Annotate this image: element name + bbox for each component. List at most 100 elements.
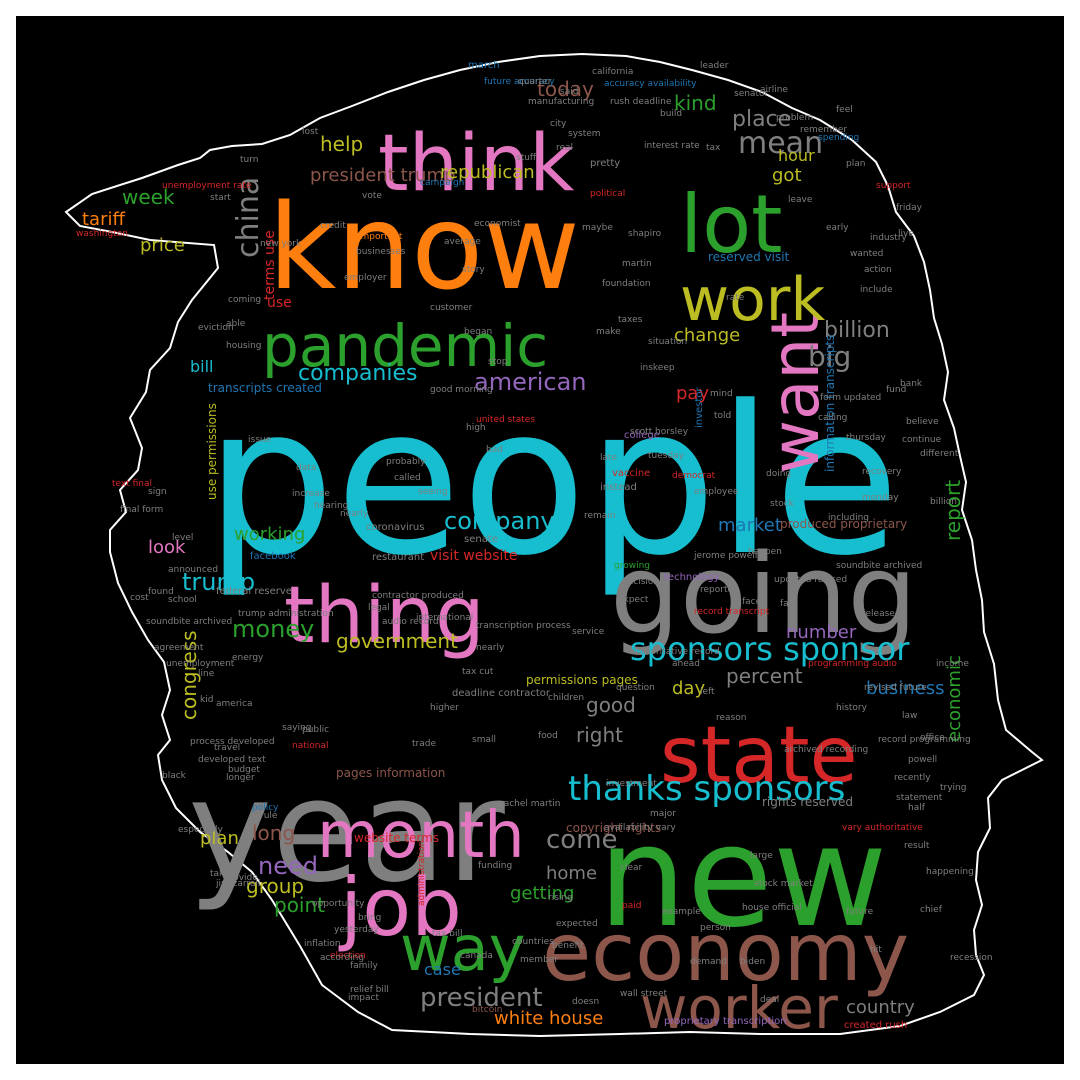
cloud-word: rising (548, 893, 573, 903)
cloud-word: happen (748, 547, 782, 557)
cloud-word: food (538, 731, 558, 741)
cloud-word: company (444, 507, 555, 535)
cloud-word: senate (464, 534, 498, 545)
cloud-word: come (546, 825, 618, 855)
cloud-word: market (718, 515, 782, 536)
cloud-word: website terms (354, 831, 439, 845)
cloud-word: statement (896, 793, 943, 803)
cloud-word: support (876, 181, 911, 191)
cloud-word: use permissions (205, 403, 219, 500)
cloud-word: inflation (304, 939, 341, 949)
cloud-word: thursday (846, 433, 887, 443)
cloud-word: archived recording (784, 745, 868, 755)
cloud-word: rule (260, 811, 278, 821)
cloud-word: home (546, 863, 597, 884)
cloud-word: economic (944, 655, 965, 742)
cloud-word: level (172, 533, 193, 543)
cloud-word: interest rate (644, 141, 700, 151)
word-cloud-words: people know year new going think economy lot pan… (76, 60, 993, 1042)
cloud-word: travel (214, 743, 240, 753)
cloud-word: told (714, 411, 731, 421)
cloud-word: money (232, 615, 314, 643)
cloud-word: believe (906, 417, 939, 427)
cloud-word: happening (926, 867, 974, 877)
cloud-word: availability vary (604, 823, 676, 833)
cloud-word: saying (282, 723, 311, 733)
cloud-word: year (188, 749, 505, 914)
cloud-word: month (317, 799, 525, 873)
cloud-word: accuracy availability (604, 79, 697, 89)
cloud-word: countries (512, 937, 554, 947)
cloud-word: able (226, 319, 246, 329)
cloud-word: higher (430, 703, 459, 713)
cloud-word: think (378, 119, 574, 209)
cloud-word: ahead (672, 659, 700, 669)
cloud-word: form updated (820, 393, 881, 403)
cloud-word: income (936, 659, 969, 669)
cloud-word: large (750, 851, 773, 861)
cloud-word: soundbite archived (836, 561, 922, 571)
cloud-word: pages information (336, 766, 445, 780)
cloud-word: jerome powell (693, 551, 757, 561)
cloud-word: going (610, 530, 917, 658)
cloud-word: way (400, 912, 525, 985)
cloud-word: look (148, 537, 186, 558)
cloud-word: line (198, 669, 215, 679)
cloud-word: school (168, 595, 197, 605)
cloud-word: president (420, 983, 543, 1013)
cloud-word: reported (700, 585, 739, 595)
cloud-word: today (537, 77, 594, 101)
cloud-word: federal reserve (216, 586, 292, 597)
cloud-word: thing (284, 571, 485, 661)
cloud-word: rights reserved (762, 795, 853, 809)
cloud-word: office (920, 733, 945, 743)
cloud-word: coronavirus (366, 522, 424, 533)
cloud-word: soundbite archived (146, 617, 232, 627)
cloud-word: billion (930, 497, 957, 507)
cloud-word: shapiro (628, 229, 662, 239)
cloud-word: good (586, 693, 636, 717)
cloud-word: expected (556, 919, 598, 929)
cloud-word: spending (818, 133, 859, 143)
cloud-word: hearing (314, 501, 348, 511)
cloud-word: longer (226, 773, 255, 783)
cloud-word: case (424, 960, 461, 979)
cloud-word: said (560, 87, 578, 97)
cloud-word: california (592, 67, 633, 77)
cloud-word: recovery (862, 467, 902, 477)
cloud-word: history (836, 703, 868, 713)
cloud-word: family (350, 961, 378, 971)
cloud-word: black (162, 771, 187, 781)
cloud-word: working (234, 524, 305, 545)
cloud-word: data (296, 463, 316, 473)
cloud-word: government (336, 629, 458, 653)
cloud-word: copyright rights (566, 821, 661, 835)
cloud-word: revised future (864, 683, 927, 693)
cloud-word: different (920, 449, 959, 459)
cloud-word: right (576, 723, 623, 747)
cloud-word: especially (178, 825, 223, 835)
cloud-word: worker (640, 974, 838, 1042)
cloud-word: point (274, 893, 325, 917)
cloud-word: result (904, 841, 930, 851)
cloud-word: fund (886, 385, 906, 395)
cloud-word: proprietary transcription (664, 1016, 787, 1027)
cloud-word: released (862, 609, 901, 619)
cloud-word: late (600, 453, 618, 463)
cloud-word: increase (292, 489, 330, 499)
cloud-word: turn (240, 155, 258, 165)
cloud-word: real (556, 143, 573, 153)
cloud-word: employee (694, 487, 739, 497)
cloud-word: start (210, 193, 231, 203)
cloud-word: unemployment (166, 659, 235, 669)
cloud-word: congress (177, 630, 201, 720)
cloud-word: taxes (618, 315, 643, 325)
cloud-word: investment (606, 779, 657, 789)
cloud-word: tax bill (432, 929, 462, 939)
cloud-word: day (672, 678, 705, 699)
cloud-word: situation (648, 337, 687, 347)
cloud-word: doesn (572, 997, 599, 1007)
cloud-word: issue (248, 435, 272, 445)
cloud-word: america (216, 699, 252, 709)
